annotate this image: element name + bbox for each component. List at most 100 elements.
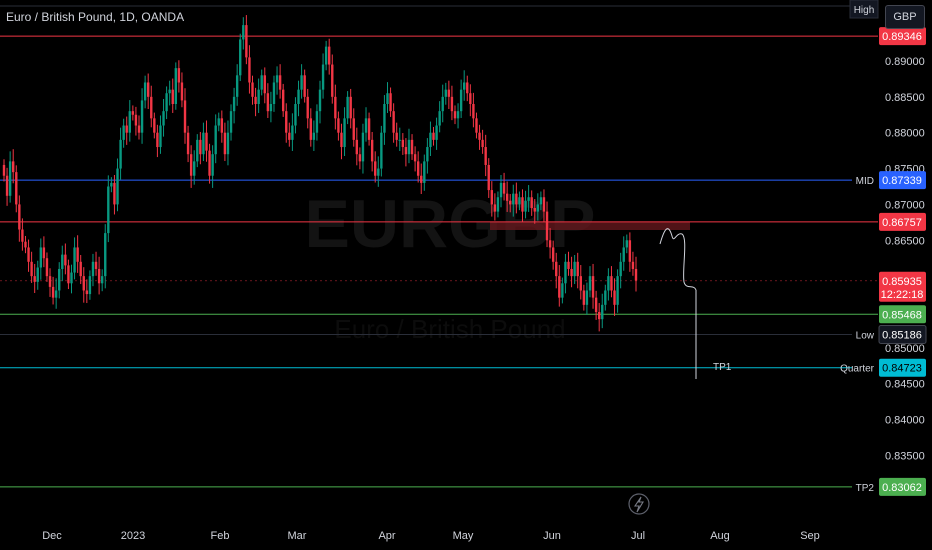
- price-tick: 0.87000: [885, 199, 925, 211]
- candle-body: [505, 193, 509, 201]
- candle-body: [331, 64, 334, 97]
- candle-body: [137, 125, 141, 133]
- candle-body: [478, 132, 481, 140]
- time-tick: Mar: [288, 530, 307, 542]
- candle-body: [542, 197, 546, 212]
- candle-body: [254, 96, 257, 104]
- candle-body: [475, 118, 478, 133]
- candle-body: [594, 297, 598, 312]
- candle-body: [490, 190, 494, 205]
- candle-body: [392, 111, 395, 133]
- candle-body: [579, 276, 582, 291]
- candle-body: [429, 132, 432, 148]
- candle-body: [278, 75, 282, 90]
- candle-body: [229, 111, 233, 133]
- candle-body: [24, 241, 27, 248]
- candle-body: [509, 200, 512, 205]
- candle-body: [459, 89, 463, 112]
- candle-body: [604, 290, 607, 305]
- candle-body: [91, 261, 95, 277]
- candle-body: [33, 276, 36, 282]
- candle-body: [447, 89, 451, 97]
- symbol-title: Euro / British Pound, 1D, OANDA: [6, 10, 185, 24]
- candle-body: [536, 204, 540, 212]
- candle-body: [297, 89, 300, 104]
- candle-body: [245, 25, 248, 58]
- candle-body: [401, 139, 405, 148]
- candle-body: [104, 233, 107, 277]
- candle-body: [367, 118, 371, 140]
- lightning-icon[interactable]: [628, 493, 650, 515]
- candle-body: [94, 261, 98, 269]
- line-label-mid: MID: [856, 176, 874, 187]
- candle-body: [558, 276, 561, 298]
- candle-body: [226, 132, 230, 155]
- current-price-label: 0.85935: [882, 276, 922, 288]
- candle-body: [337, 118, 340, 133]
- candle-body: [239, 39, 242, 76]
- candle-body: [232, 96, 236, 112]
- candle-body: [321, 64, 325, 90]
- candle-body: [100, 276, 104, 284]
- candle-body: [12, 161, 15, 173]
- price-badges: 0.89346 0.87339 MID 0.86757 0.85468 0.85186 Lo…: [840, 27, 927, 496]
- candle-body: [438, 111, 441, 126]
- candle-body: [487, 164, 490, 191]
- candle-body: [162, 111, 165, 126]
- candle-body: [453, 111, 457, 119]
- candle-body: [67, 265, 70, 284]
- candle-body: [591, 276, 595, 298]
- candle-body: [567, 261, 570, 269]
- candle-body: [134, 114, 138, 126]
- candle-body: [15, 172, 18, 205]
- price-tick: 0.85000: [885, 343, 925, 355]
- candle-body: [257, 89, 260, 104]
- candle-body: [174, 68, 178, 104]
- price-badge-mid: [879, 171, 926, 190]
- price-tick: 0.89000: [885, 56, 925, 68]
- line-label-tp2: TP2: [856, 483, 875, 494]
- candle-body: [73, 247, 76, 273]
- candle-body: [315, 111, 319, 133]
- candle-body: [269, 104, 273, 112]
- candle-body: [119, 139, 122, 169]
- candle-body: [242, 25, 245, 40]
- candle-body: [294, 104, 297, 126]
- price-axis[interactable]: 0.890000.885000.880000.875000.870000.865…: [885, 56, 925, 462]
- candle-body: [555, 261, 558, 277]
- price-badge-resistance: [879, 27, 926, 46]
- candle-body: [51, 286, 55, 298]
- candle-body: [58, 268, 61, 291]
- candle-body: [143, 82, 147, 101]
- currency-selector[interactable]: GBP: [885, 5, 925, 29]
- candle-body: [521, 197, 524, 212]
- horizontal-levels: [0, 5, 878, 488]
- candle-body: [493, 204, 497, 212]
- candle-body: [156, 132, 159, 148]
- candle-body: [361, 132, 365, 162]
- candle-body: [466, 82, 469, 94]
- price-tick: 0.83500: [885, 450, 925, 462]
- candle-body: [619, 261, 622, 277]
- time-tick: Apr: [378, 530, 395, 542]
- price-badge-label: 0.83062: [882, 482, 922, 494]
- candle-body: [435, 125, 438, 140]
- candle-body: [42, 247, 46, 259]
- candle-body: [8, 161, 12, 196]
- candle-body: [180, 82, 184, 101]
- candle-body: [303, 75, 306, 97]
- candle-body: [159, 125, 162, 148]
- candle-body: [36, 267, 39, 282]
- candle-body: [515, 193, 518, 205]
- time-axis[interactable]: Dec 2023 Feb Mar Apr May Jun Jul Aug Sep: [42, 530, 820, 542]
- candle-body: [628, 240, 632, 262]
- candle-body: [312, 132, 316, 140]
- candle-body: [585, 290, 589, 305]
- candle-body: [171, 89, 174, 104]
- candle-body: [634, 268, 638, 281]
- candle-body: [64, 254, 67, 266]
- candle-body: [370, 139, 374, 162]
- candle-body: [30, 261, 33, 277]
- high-label: High: [854, 5, 875, 16]
